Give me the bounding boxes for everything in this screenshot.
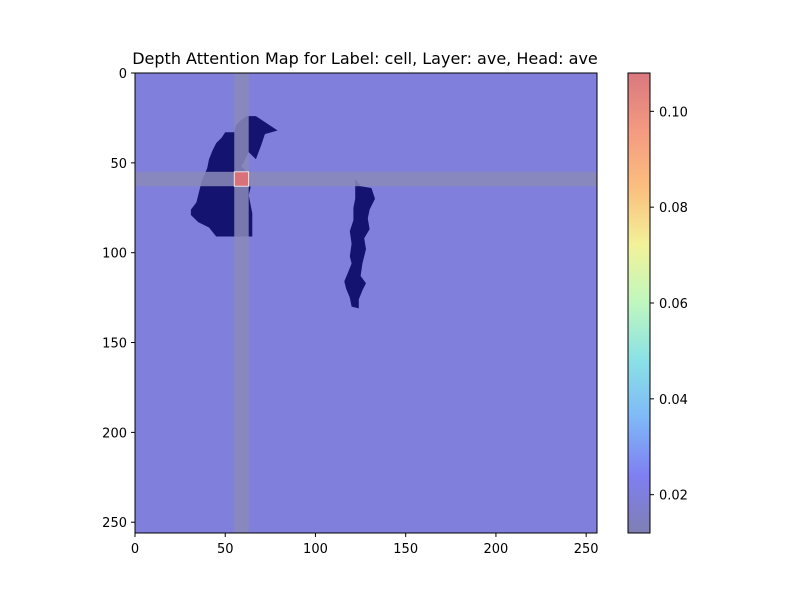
colorbar-tick-label: 0.04 — [659, 393, 688, 408]
y-tick-label: 150 — [102, 337, 127, 352]
attention-crosshair — [135, 73, 597, 533]
x-tick-label: 0 — [131, 542, 139, 557]
highlight-cell — [233, 171, 250, 187]
colorbar-tick-label: 0.02 — [659, 489, 688, 504]
x-tick-label: 200 — [484, 542, 509, 557]
colorbar: 0.02 0.04 0.06 0.08 0.10 — [627, 72, 688, 534]
y-tick-label: 0 — [119, 67, 127, 82]
region-right — [344, 179, 375, 309]
plot-frame — [134, 72, 598, 534]
y-tick-label: 200 — [102, 426, 127, 441]
y-axis: 0 50 100 150 200 250 — [102, 67, 135, 531]
crosshair-vertical-band — [234, 73, 249, 533]
colorbar-ticks: 0.02 0.04 0.06 0.08 0.10 — [650, 105, 688, 504]
y-tick-label: 50 — [110, 157, 127, 172]
x-tick-label: 250 — [574, 542, 599, 557]
chart-title: Depth Attention Map for Label: cell, Lay… — [132, 49, 598, 68]
y-tick-label: 100 — [102, 247, 127, 262]
colorbar-tick-label: 0.10 — [659, 105, 688, 120]
x-axis: 0 50 100 150 200 250 — [131, 533, 599, 557]
x-tick-label: 50 — [217, 542, 234, 557]
colorbar-tick-label: 0.06 — [659, 297, 688, 312]
x-tick-label: 150 — [393, 542, 418, 557]
crosshair-horizontal-band — [135, 171, 597, 187]
heatmap-background — [135, 73, 597, 533]
colorbar-gradient — [628, 73, 650, 533]
x-tick-label: 100 — [303, 542, 328, 557]
colorbar-tick-label: 0.08 — [659, 201, 688, 216]
y-tick-label: 250 — [102, 516, 127, 531]
heatmap-plot-area — [135, 73, 597, 533]
